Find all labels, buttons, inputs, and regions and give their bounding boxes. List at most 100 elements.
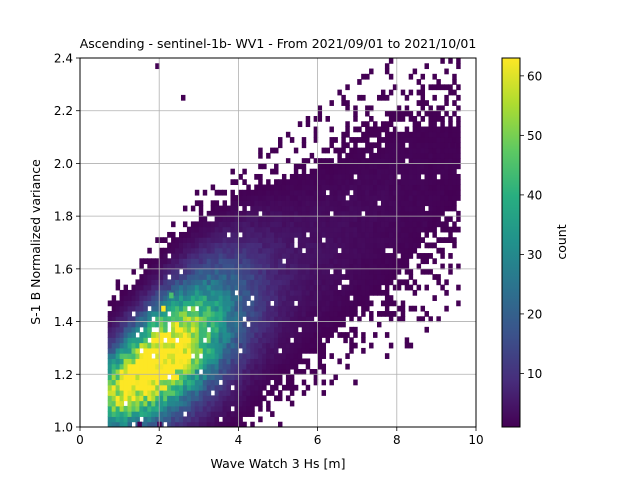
heatmap-cell bbox=[226, 305, 231, 312]
heatmap-cell bbox=[270, 221, 275, 228]
heatmap-cell bbox=[226, 316, 231, 323]
heatmap-cell bbox=[420, 137, 426, 143]
heatmap-cell bbox=[111, 358, 117, 365]
heatmap-cell bbox=[357, 295, 362, 301]
heatmap-cell bbox=[214, 216, 220, 222]
heatmap-cell bbox=[373, 332, 378, 338]
heatmap-cell bbox=[230, 347, 235, 354]
heatmap-cell bbox=[357, 231, 362, 238]
heatmap-cell bbox=[226, 332, 231, 338]
heatmap-cell bbox=[111, 395, 117, 402]
heatmap-cell bbox=[428, 221, 433, 228]
heatmap-cell bbox=[341, 247, 346, 254]
heatmap-cell bbox=[210, 321, 216, 328]
heatmap-cell bbox=[266, 279, 271, 286]
heatmap-cell bbox=[301, 163, 307, 170]
heatmap-cell bbox=[190, 205, 196, 212]
heatmap-cell bbox=[234, 369, 239, 375]
heatmap-cell bbox=[404, 237, 410, 243]
heatmap-cell bbox=[182, 263, 188, 270]
heatmap-cell bbox=[377, 152, 382, 159]
heatmap-cell bbox=[305, 384, 311, 391]
heatmap-cell bbox=[218, 405, 224, 412]
heatmap-cell bbox=[400, 205, 406, 212]
heatmap-cell bbox=[396, 179, 402, 186]
heatmap-cell bbox=[329, 316, 334, 323]
heatmap-cell bbox=[131, 411, 136, 417]
heatmap-cell bbox=[258, 363, 263, 370]
heatmap-cell bbox=[258, 311, 263, 317]
heatmap-cell bbox=[214, 221, 220, 228]
heatmap-cell bbox=[206, 400, 212, 407]
heatmap-cell bbox=[171, 395, 176, 402]
heatmap-cell bbox=[250, 384, 255, 391]
heatmap-cell bbox=[175, 247, 180, 254]
heatmap-cell bbox=[297, 332, 303, 338]
heatmap-cell bbox=[400, 305, 406, 312]
heatmap-cell bbox=[274, 210, 279, 217]
heatmap-cell bbox=[424, 284, 429, 291]
heatmap-cell bbox=[297, 289, 303, 296]
heatmap-cell bbox=[377, 226, 382, 233]
heatmap-cell bbox=[353, 231, 358, 238]
heatmap-cell bbox=[396, 195, 402, 201]
heatmap-cell bbox=[317, 158, 323, 164]
heatmap-cell bbox=[289, 295, 295, 301]
heatmap-cell bbox=[432, 84, 437, 91]
heatmap-cell bbox=[182, 300, 188, 307]
heatmap-cell bbox=[198, 379, 204, 386]
heatmap-cell bbox=[408, 200, 414, 207]
heatmap-cell bbox=[119, 416, 125, 423]
heatmap-cell bbox=[147, 369, 152, 375]
heatmap-cell bbox=[416, 126, 422, 133]
heatmap-cell bbox=[198, 216, 204, 222]
heatmap-cell bbox=[230, 305, 235, 312]
heatmap-cell bbox=[448, 226, 453, 233]
heatmap-cell bbox=[285, 179, 291, 186]
heatmap-cell bbox=[179, 369, 184, 375]
heatmap-cell bbox=[361, 73, 366, 80]
heatmap-cell bbox=[175, 342, 180, 349]
heatmap-cell bbox=[450, 142, 455, 149]
heatmap-cell bbox=[266, 189, 271, 196]
heatmap-cell bbox=[313, 237, 319, 243]
heatmap-cell bbox=[289, 279, 295, 286]
heatmap-cell bbox=[194, 411, 200, 417]
heatmap-cell bbox=[107, 321, 113, 328]
heatmap-cell bbox=[444, 126, 449, 133]
heatmap-cell bbox=[448, 216, 453, 222]
heatmap-cell bbox=[274, 326, 279, 333]
heatmap-cell bbox=[246, 342, 251, 349]
heatmap-cell bbox=[305, 158, 311, 164]
heatmap-cell bbox=[186, 353, 192, 359]
heatmap-cell bbox=[408, 237, 414, 243]
heatmap-cell bbox=[194, 268, 200, 275]
heatmap-cell bbox=[388, 184, 394, 191]
heatmap-cell bbox=[274, 147, 279, 154]
heatmap-cell bbox=[230, 300, 235, 307]
heatmap-cell bbox=[222, 200, 228, 207]
heatmap-cell bbox=[432, 195, 437, 201]
heatmap-cell bbox=[274, 311, 279, 317]
heatmap-cell bbox=[254, 369, 259, 375]
heatmap-cell bbox=[361, 289, 366, 296]
heatmap-cell bbox=[400, 300, 406, 307]
heatmap-cell bbox=[226, 384, 231, 391]
heatmap-cell bbox=[436, 184, 441, 191]
heatmap-cell bbox=[289, 353, 295, 359]
heatmap-cell bbox=[234, 321, 239, 328]
heatmap-cell bbox=[293, 342, 299, 349]
heatmap-cell bbox=[345, 189, 350, 196]
heatmap-cell bbox=[337, 200, 342, 207]
heatmap-cell bbox=[278, 321, 283, 328]
heatmap-cell bbox=[317, 353, 323, 359]
heatmap-cell bbox=[139, 353, 144, 359]
heatmap-cell bbox=[274, 237, 279, 243]
heatmap-cell bbox=[289, 374, 295, 381]
heatmap-cell bbox=[194, 289, 200, 296]
heatmap-cell bbox=[424, 253, 429, 259]
heatmap-cell bbox=[115, 284, 121, 291]
heatmap-cell bbox=[202, 347, 208, 354]
heatmap-cell bbox=[254, 374, 259, 381]
heatmap-cell bbox=[218, 337, 224, 344]
